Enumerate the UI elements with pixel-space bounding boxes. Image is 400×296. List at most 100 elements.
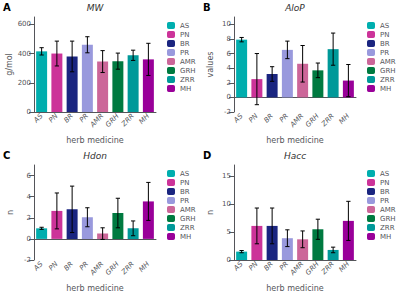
svg-text:PN: PN [47, 112, 60, 125]
svg-text:A: A [3, 2, 11, 13]
svg-text:4: 4 [227, 64, 232, 72]
svg-text:4: 4 [27, 193, 32, 201]
svg-text:2: 2 [227, 79, 231, 87]
svg-text:AMR: AMR [88, 112, 106, 130]
svg-text:6: 6 [27, 172, 32, 180]
svg-text:AS: AS [180, 170, 190, 178]
svg-text:D: D [203, 150, 211, 161]
svg-text:400: 400 [18, 50, 31, 58]
svg-text:PR: PR [380, 197, 389, 205]
svg-text:AS: AS [232, 112, 245, 125]
svg-text:MH: MH [138, 112, 152, 126]
svg-text:8: 8 [227, 35, 231, 43]
svg-text:PN: PN [180, 179, 189, 187]
svg-text:MH: MH [380, 85, 391, 93]
svg-text:ZRR: ZRR [180, 224, 195, 232]
svg-text:C: C [3, 150, 10, 161]
svg-text:MH: MH [338, 260, 352, 274]
svg-text:AloP: AloP [284, 3, 305, 13]
svg-text:MH: MH [180, 233, 191, 241]
svg-text:0: 0 [227, 93, 231, 101]
svg-text:AMR: AMR [180, 206, 196, 214]
svg-text:AMR: AMR [380, 206, 396, 214]
svg-text:PN: PN [47, 260, 60, 273]
svg-text:PN: PN [180, 31, 189, 39]
svg-text:AMR: AMR [288, 260, 306, 278]
svg-text:-2: -2 [24, 256, 31, 264]
svg-text:BR: BR [262, 112, 275, 125]
svg-text:BR: BR [380, 40, 390, 48]
svg-text:g/mol: g/mol [5, 53, 14, 76]
svg-text:-2: -2 [224, 108, 231, 116]
svg-text:BR: BR [380, 188, 390, 196]
svg-text:600: 600 [18, 20, 31, 28]
svg-text:Hdon: Hdon [83, 151, 107, 161]
svg-text:200: 200 [18, 79, 31, 87]
svg-text:PR: PR [278, 112, 291, 125]
svg-text:PR: PR [180, 49, 189, 57]
svg-text:AS: AS [232, 260, 245, 273]
svg-text:AS: AS [380, 170, 390, 178]
svg-text:10: 10 [222, 200, 231, 208]
svg-text:BR: BR [62, 260, 75, 273]
svg-text:ZRR: ZRR [319, 260, 336, 277]
svg-text:0: 0 [27, 108, 31, 116]
svg-text:MH: MH [380, 233, 391, 241]
svg-text:PR: PR [78, 112, 91, 125]
svg-text:PR: PR [278, 260, 291, 273]
svg-text:ZRR: ZRR [180, 76, 195, 84]
svg-text:ZRR: ZRR [380, 224, 395, 232]
svg-text:AS: AS [32, 112, 45, 125]
svg-text:GRH: GRH [304, 260, 321, 277]
svg-text:GRH: GRH [104, 260, 121, 277]
svg-text:0: 0 [27, 235, 31, 243]
svg-text:PR: PR [380, 49, 389, 57]
svg-text:AS: AS [180, 22, 190, 30]
svg-text:10: 10 [222, 20, 231, 28]
svg-text:MH: MH [180, 85, 191, 93]
svg-text:herb medicine: herb medicine [266, 284, 324, 293]
svg-text:6: 6 [227, 50, 232, 58]
svg-text:B: B [203, 2, 211, 13]
svg-text:AMR: AMR [180, 58, 196, 66]
svg-text:values: values [206, 51, 215, 77]
svg-text:herb medicine: herb medicine [66, 284, 124, 293]
svg-text:AMR: AMR [288, 112, 306, 130]
svg-text:PN: PN [247, 112, 260, 125]
svg-text:PN: PN [380, 31, 389, 39]
svg-text:n: n [6, 210, 15, 215]
svg-text:ZRR: ZRR [380, 76, 395, 84]
svg-text:ZRR: ZRR [119, 112, 136, 129]
svg-text:ZRR: ZRR [319, 112, 336, 129]
svg-text:BR: BR [262, 260, 275, 273]
svg-text:MH: MH [138, 260, 152, 274]
svg-text:5: 5 [227, 228, 231, 236]
svg-text:AS: AS [32, 260, 45, 273]
svg-text:AMR: AMR [380, 58, 396, 66]
svg-text:2: 2 [27, 214, 31, 222]
svg-text:GRH: GRH [304, 112, 321, 129]
svg-text:GRH: GRH [104, 112, 121, 129]
svg-text:GRH: GRH [180, 67, 196, 75]
svg-text:n: n [206, 210, 215, 215]
svg-text:BR: BR [180, 40, 190, 48]
svg-text:0: 0 [227, 256, 231, 264]
svg-text:BR: BR [62, 112, 75, 125]
svg-text:AMR: AMR [88, 260, 106, 278]
svg-text:GRH: GRH [180, 215, 196, 223]
svg-text:PN: PN [247, 260, 260, 273]
svg-text:GRH: GRH [380, 215, 396, 223]
svg-text:GRH: GRH [380, 67, 396, 75]
svg-text:PN: PN [380, 179, 389, 187]
svg-text:Hacc: Hacc [284, 151, 306, 161]
svg-text:MH: MH [338, 112, 352, 126]
svg-text:PR: PR [180, 197, 189, 205]
svg-text:PR: PR [78, 260, 91, 273]
svg-text:herb medicine: herb medicine [266, 136, 324, 145]
svg-text:ZRR: ZRR [119, 260, 136, 277]
svg-text:BR: BR [180, 188, 190, 196]
svg-text:MW: MW [87, 3, 105, 13]
svg-text:AS: AS [380, 22, 390, 30]
svg-text:herb medicine: herb medicine [66, 136, 124, 145]
svg-text:15: 15 [222, 172, 231, 180]
